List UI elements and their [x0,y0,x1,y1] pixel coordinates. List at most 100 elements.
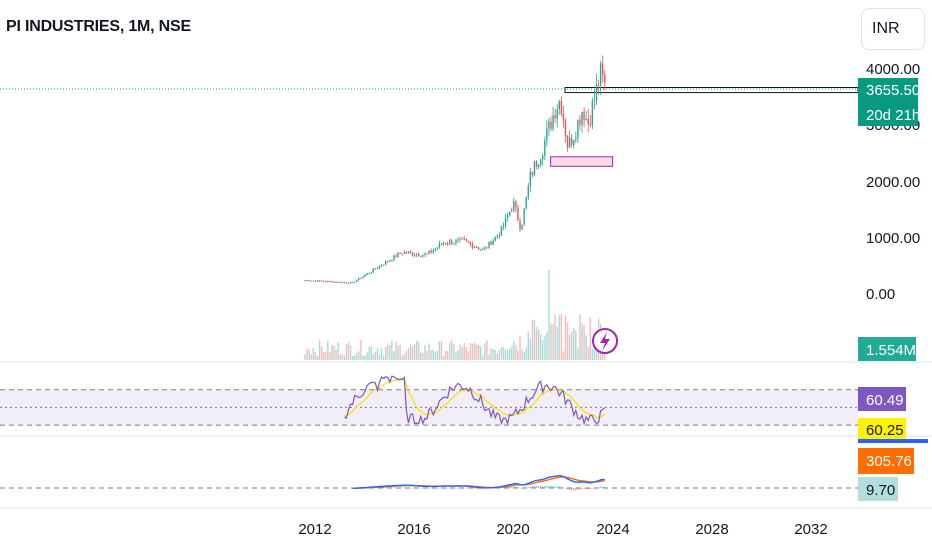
candle-body [376,268,379,270]
volume-bar [513,341,515,360]
candle-body [432,250,434,253]
macd-histogram-bar [440,487,443,489]
candle-body [353,281,356,283]
currency-button[interactable]: INR [861,8,925,50]
candle-body [391,260,393,262]
candle-body [420,255,422,257]
macd-histogram-bar [546,485,548,488]
macd-histogram-bar [395,487,397,489]
volume-bar [318,340,321,360]
volume-bar [322,352,325,360]
candle-body [527,186,529,198]
price-tick: 1000.00 [866,230,920,247]
volume-bar [327,340,329,360]
macd-histogram-bar [538,486,540,488]
volume-bar [477,345,480,360]
macd-histogram-bar [581,488,583,490]
candle-body [337,281,339,283]
candle-body [434,248,436,251]
candle-body [579,119,581,125]
time-tick: 2028 [695,521,728,538]
candle-body [358,278,360,281]
macd-histogram-bar [542,486,544,488]
candle-body [548,121,550,129]
macd-histogram-bar [478,488,480,489]
candle-body [465,239,467,241]
candle-body [422,254,424,257]
macd-histogram-bar [511,486,513,488]
volume-bar [343,355,346,360]
macd-histogram-bar [591,488,593,489]
candle-body [552,115,554,129]
volume-bar [304,354,306,360]
macd-histogram-bar [465,488,467,489]
volume-bar [436,351,439,360]
volume-bar [387,344,389,360]
macd-histogram-bar [504,486,507,488]
price-badge [858,78,918,126]
candle-body [407,251,410,254]
volume-bar [556,326,558,360]
candle-body [418,254,420,256]
candle-body [430,250,432,253]
volume-bar [411,346,414,360]
candle-body [506,215,509,218]
macd-line-badge [858,439,928,443]
volume-bar [353,355,356,360]
candle-body [513,201,515,211]
volume-bar [486,340,488,360]
volume-bar [506,349,509,360]
volume-bar [316,355,319,360]
price-tick: 2000.00 [866,174,920,191]
macd-histogram-bar [428,488,430,489]
candle-body [482,248,484,250]
macd-histogram-bar [519,487,521,489]
macd-pane [0,474,858,491]
candle-body [533,161,536,175]
macd-histogram-bar [471,488,474,489]
volume-bar [494,349,496,360]
volume-bar [511,346,513,360]
candle-body [498,235,501,237]
candle-body [426,253,428,255]
candle-body [568,137,571,148]
macd-histogram-bar [409,487,412,489]
volume-bar [461,347,463,360]
candle-body [585,118,587,120]
candle-body [451,240,453,245]
volume-bar [591,349,594,360]
volume-bar [527,331,529,360]
candle-body [382,264,385,266]
rsi-pane [0,375,858,426]
volume-bar [484,343,486,360]
candle-body [364,274,366,277]
volume-bar [306,348,308,360]
candle-body [322,280,325,282]
volume-bar [314,352,317,360]
lightning-icon[interactable] [592,328,618,354]
candle-body [546,128,548,141]
volume-bar [570,331,573,360]
macd-histogram-bar [569,488,571,490]
rsi-ma-badge [858,418,906,440]
candle-body [486,247,488,249]
rsi-ma-line [344,378,606,419]
volume-bar [391,340,393,360]
macd-histogram-bar [515,486,517,488]
volume-bar [581,322,583,360]
volume-bar [333,345,335,360]
macd-histogram-bar [531,486,534,488]
volume-bar [482,355,484,360]
macd-histogram-bar [385,487,387,488]
macd-histogram-bar [455,487,457,489]
volume-bar [399,344,401,360]
price-tick: 4000.00 [866,61,920,78]
macd-histogram-bar [548,485,550,488]
candle-body [327,281,329,283]
candle-body [537,164,540,167]
volume-bar [521,349,523,360]
candle-body [535,161,538,167]
macd-histogram-bar [397,487,399,488]
macd-histogram-bar [575,488,577,491]
